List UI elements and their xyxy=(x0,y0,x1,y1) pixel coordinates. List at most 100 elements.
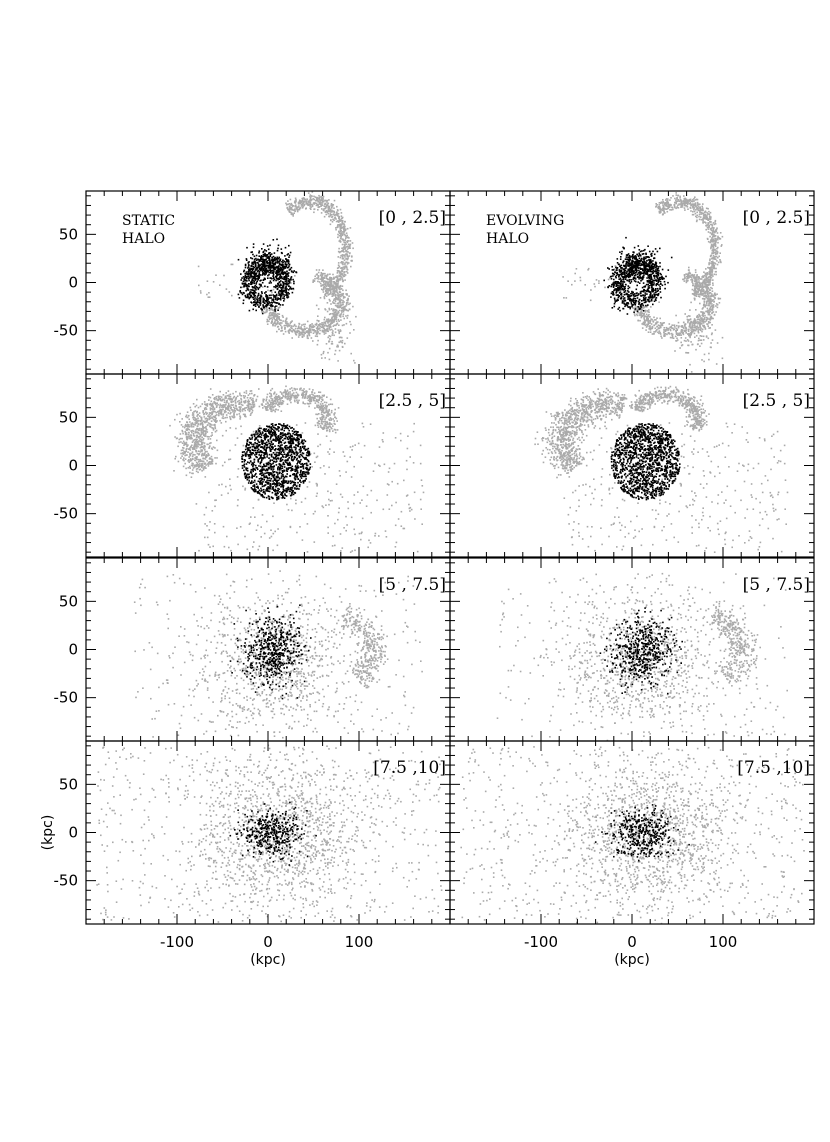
data-point xyxy=(344,342,346,345)
data-point xyxy=(283,289,286,292)
data-point xyxy=(688,332,690,335)
data-point xyxy=(322,326,325,328)
data-point xyxy=(340,288,343,290)
data-point xyxy=(620,256,622,258)
data-point xyxy=(277,320,279,323)
data-point xyxy=(344,220,346,223)
data-point xyxy=(341,226,343,228)
data-point xyxy=(332,330,334,332)
data-point xyxy=(338,217,340,220)
data-point xyxy=(286,288,288,290)
data-point xyxy=(300,205,303,207)
data-point xyxy=(344,271,346,273)
data-point xyxy=(340,261,342,264)
data-point xyxy=(284,255,286,257)
data-point xyxy=(260,291,263,293)
data-point xyxy=(709,268,712,270)
data-point xyxy=(262,273,264,276)
data-point xyxy=(294,206,297,208)
data-point xyxy=(647,318,649,320)
data-point xyxy=(702,221,704,223)
data-point xyxy=(319,200,322,202)
data-point xyxy=(318,203,321,205)
data-point xyxy=(274,291,277,293)
data-point xyxy=(324,324,326,327)
data-point xyxy=(268,309,271,311)
data-point xyxy=(341,250,343,252)
data-point xyxy=(309,202,311,205)
data-point xyxy=(637,306,639,308)
data-point xyxy=(242,276,245,278)
data-point xyxy=(253,280,256,283)
data-point xyxy=(324,293,326,296)
data-point xyxy=(308,326,311,328)
data-point xyxy=(694,199,697,201)
data-point xyxy=(321,199,324,201)
data-point xyxy=(259,299,262,301)
data-point xyxy=(705,302,708,305)
data-point xyxy=(685,201,687,203)
data-point xyxy=(702,203,704,205)
data-point xyxy=(637,255,640,257)
data-point xyxy=(643,306,646,309)
data-point xyxy=(633,313,636,315)
data-point xyxy=(303,331,305,333)
data-point xyxy=(651,271,654,273)
data-point xyxy=(334,298,337,301)
data-point xyxy=(710,239,712,241)
data-point xyxy=(320,201,322,204)
data-point xyxy=(700,213,702,215)
data-point xyxy=(699,339,701,341)
data-point xyxy=(301,197,303,200)
data-point xyxy=(638,278,640,280)
data-point xyxy=(707,228,710,230)
data-point xyxy=(286,292,288,294)
data-point xyxy=(705,336,708,338)
data-point xyxy=(324,272,326,275)
data-point xyxy=(652,279,655,282)
data-point xyxy=(325,320,327,323)
data-point xyxy=(659,317,661,320)
data-point xyxy=(706,300,709,302)
data-point xyxy=(646,316,649,318)
data-point xyxy=(310,337,313,339)
data-point xyxy=(341,243,344,246)
data-point xyxy=(277,269,279,272)
data-point xyxy=(289,328,291,331)
data-point xyxy=(284,246,287,249)
data-point xyxy=(611,265,613,268)
data-point xyxy=(306,198,308,201)
data-point xyxy=(638,293,640,295)
data-point xyxy=(285,293,288,296)
data-point xyxy=(690,210,692,212)
data-point xyxy=(328,210,330,212)
data-point xyxy=(281,271,284,274)
data-point xyxy=(712,306,714,308)
data-point xyxy=(669,336,672,339)
data-point xyxy=(711,311,714,314)
data-point xyxy=(344,225,346,228)
data-point xyxy=(574,280,576,282)
data-point xyxy=(323,288,325,290)
data-point xyxy=(331,334,334,336)
data-point xyxy=(339,226,341,228)
data-point xyxy=(633,311,635,313)
data-point xyxy=(614,271,616,274)
data-point xyxy=(268,269,271,271)
data-point xyxy=(661,337,663,339)
data-point xyxy=(629,267,632,269)
data-point xyxy=(340,299,343,301)
data-point xyxy=(700,290,702,292)
data-point xyxy=(346,258,349,261)
data-point xyxy=(281,277,283,280)
data-point xyxy=(630,294,633,297)
data-point xyxy=(269,260,271,263)
data-point xyxy=(272,299,275,302)
data-point xyxy=(346,317,349,319)
data-point xyxy=(336,277,339,280)
data-point xyxy=(646,318,648,320)
data-point xyxy=(646,293,648,295)
data-point xyxy=(297,330,300,332)
data-point xyxy=(252,298,255,300)
data-point xyxy=(340,235,342,237)
